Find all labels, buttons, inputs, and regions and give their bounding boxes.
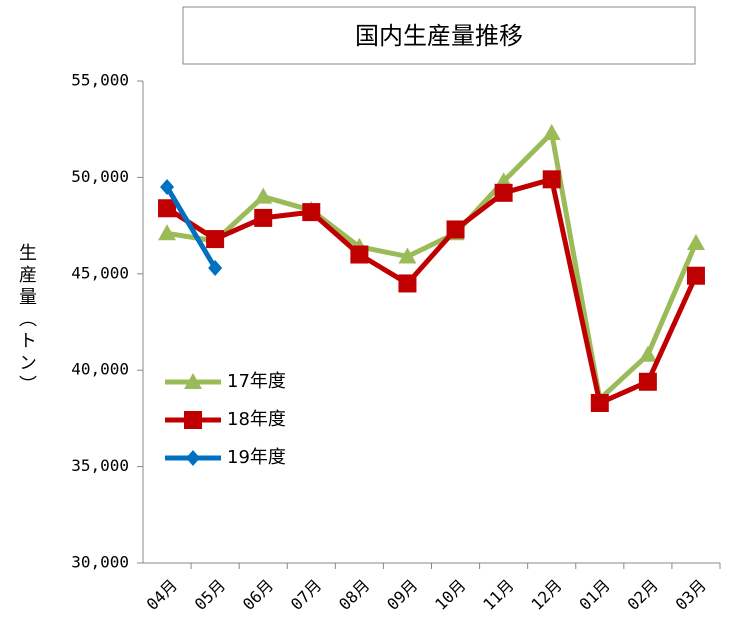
series-line bbox=[166, 130, 699, 402]
marker bbox=[186, 450, 200, 466]
marker bbox=[494, 183, 513, 202]
y-tick-label: 45,000 bbox=[71, 263, 129, 282]
marker bbox=[208, 260, 223, 277]
x-tick-label: 06月 bbox=[239, 576, 277, 614]
chart-title: 国内生産量推移 bbox=[355, 22, 523, 50]
x-tick-label: 09月 bbox=[383, 576, 421, 614]
y-tick-label: 50,000 bbox=[71, 167, 129, 186]
marker bbox=[398, 274, 417, 293]
y-tick-label: 30,000 bbox=[71, 553, 129, 572]
marker bbox=[158, 224, 177, 241]
legend-label: 18年度 bbox=[227, 409, 286, 430]
marker bbox=[160, 179, 175, 196]
x-tick-label: 07月 bbox=[287, 576, 325, 614]
title-box bbox=[182, 6, 696, 65]
marker bbox=[184, 373, 202, 389]
x-tick-label: 08月 bbox=[335, 576, 373, 614]
marker bbox=[206, 230, 225, 249]
x-tick-label: 04月 bbox=[143, 576, 181, 614]
marker bbox=[638, 372, 657, 391]
x-tick-label: 02月 bbox=[624, 576, 662, 614]
y-tick-label: 55,000 bbox=[71, 71, 129, 90]
marker bbox=[590, 393, 609, 412]
marker bbox=[686, 233, 705, 250]
marker bbox=[542, 124, 561, 141]
x-tick-label: 05月 bbox=[191, 576, 229, 614]
legend-label: 19年度 bbox=[227, 447, 286, 468]
marker bbox=[254, 187, 273, 204]
marker bbox=[184, 411, 202, 429]
marker bbox=[686, 266, 705, 285]
marker bbox=[254, 208, 273, 227]
marker bbox=[350, 245, 369, 264]
legend-label: 17年度 bbox=[227, 371, 286, 392]
marker bbox=[302, 203, 321, 222]
x-tick-label: 10月 bbox=[431, 576, 469, 614]
y-tick-label: 40,000 bbox=[71, 360, 129, 379]
marker bbox=[638, 345, 657, 362]
x-tick-label: 11月 bbox=[479, 576, 517, 614]
marker bbox=[398, 247, 417, 264]
y-axis-label: 生産量（トン） bbox=[16, 243, 37, 397]
x-tick-label: 12月 bbox=[527, 576, 565, 614]
y-tick-label: 35,000 bbox=[71, 456, 129, 475]
marker bbox=[446, 220, 465, 239]
marker bbox=[158, 199, 177, 218]
x-tick-label: 03月 bbox=[672, 576, 710, 614]
series-line bbox=[164, 185, 218, 270]
x-tick-label: 01月 bbox=[575, 576, 613, 614]
marker bbox=[542, 170, 561, 189]
